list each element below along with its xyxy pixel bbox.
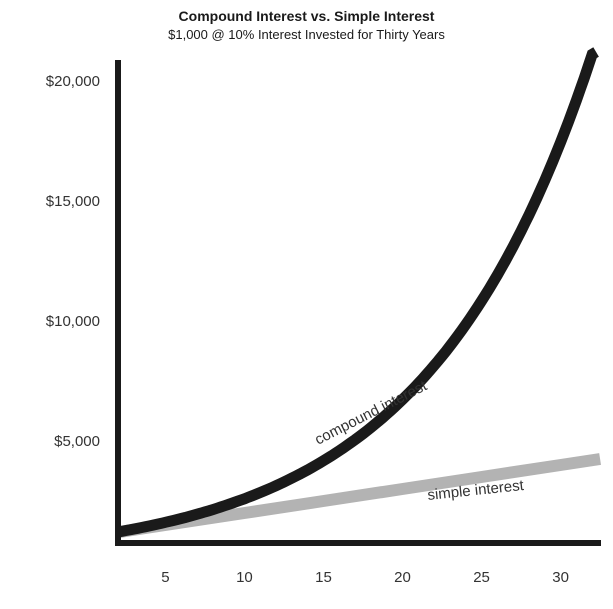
series-layer [117, 47, 602, 539]
x-tick-label: 15 [315, 569, 332, 586]
y-tick-label: $5,000 [54, 433, 100, 450]
y-axis-ticks: $5,000 $10,000 $15,000 $20,000 [46, 73, 100, 450]
x-tick-label: 30 [552, 569, 569, 586]
y-tick-label: $10,000 [46, 313, 100, 330]
y-tick-label: $15,000 [46, 193, 100, 210]
chart-title: Compound Interest vs. Simple Interest [178, 8, 435, 24]
x-tick-label: 20 [394, 569, 411, 586]
x-tick-label: 25 [473, 569, 490, 586]
x-tick-label: 5 [161, 569, 169, 586]
x-axis-ticks: 5 10 15 20 25 30 [161, 569, 569, 586]
y-tick-label: $20,000 [46, 73, 100, 90]
chart-subtitle: $1,000 @ 10% Interest Invested for Thirt… [168, 27, 445, 42]
compound-interest-line [117, 47, 599, 538]
x-tick-label: 10 [236, 569, 253, 586]
compound-interest-label: compound interest [312, 377, 430, 449]
